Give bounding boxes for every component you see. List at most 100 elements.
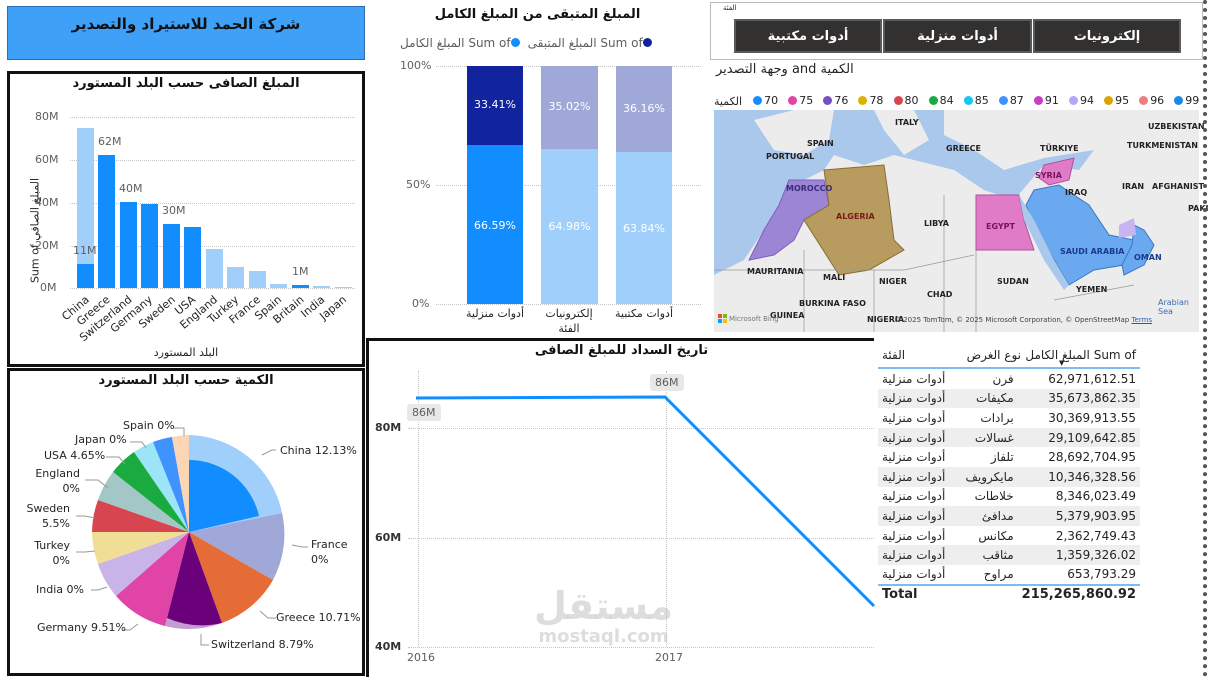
bar-sweden[interactable] [163,224,180,288]
bar-china-total[interactable] [77,128,94,288]
legend-item[interactable]: 96 [1139,94,1164,107]
bar-label-china: 11M [73,244,97,257]
stacked-bar-electronics-full[interactable] [541,149,598,304]
legend-item[interactable]: 87 [998,94,1024,107]
map-country-label: SPAIN [807,139,834,148]
dashboard-title: شركة الحمد للاستيراد والتصدير [71,15,301,33]
table-row[interactable]: 28,692,704.95 تلفاز أدوات منزلية [878,447,1140,467]
stacked-bar-electronics-remaining[interactable] [541,66,598,149]
legend-item[interactable]: 75 [788,94,813,107]
bar-switzerland[interactable] [120,202,137,288]
map-country-label: SUDAN [997,277,1029,286]
legend-item[interactable]: 95 [1104,94,1129,107]
pie-label-china: China 12.13% [280,444,357,457]
ytick: 0% [412,297,430,310]
watermark: مستقل mostaql.com [534,584,673,647]
legend-item[interactable]: 84 [928,94,954,107]
stacked-chart-title: المبلغ المتبقى من المبلغ الكامل [434,7,641,22]
map-country-label: NIGER [879,277,907,286]
stacked-chart-xlabel: الفئة [558,322,580,335]
map-country-label: ITALY [895,118,919,127]
map-canvas[interactable] [714,110,1199,332]
bar-spain[interactable] [270,284,287,288]
ytick: 80M [375,421,402,434]
stacked-bar-home-remaining[interactable] [467,66,523,145]
pie-chart[interactable] [10,371,362,673]
map-country-label: ALGERIA [836,212,875,221]
table-row[interactable]: 10,346,328.56 مايكرويف أدوات منزلية [878,466,1140,487]
legend-item[interactable]: 76 [823,94,848,107]
ytick: 40M [375,640,402,653]
label: 36.16% [623,102,665,115]
map-country-label: BURKINA FASO [799,299,866,308]
matrix-table[interactable]: Sum of المبلغ الكامل ▼ نوع الغرض الفئة 62… [878,343,1140,604]
table-row[interactable]: 62,971,612.51 فرن أدوات منزلية [878,369,1140,389]
label: 66.59% [474,219,516,232]
stacked-bar-home-full[interactable] [467,145,523,304]
table-row[interactable]: 35,673,862.35 مكيفات أدوات منزلية [878,388,1140,409]
pie-label-spain: Spain 0% [123,419,175,432]
bar-chart-panel[interactable]: المبلغ الصافى حسب البلد المستورد Sum of … [7,71,365,367]
microsoft-logo-icon [718,314,727,323]
map-country-label: MOROCCO [786,184,833,193]
bar-germany[interactable] [141,204,158,288]
map-title: الكمية and وجهة التصدير [716,62,854,77]
ytick: 100% [400,59,432,72]
pie-chart-panel[interactable]: الكمية حسب البلد المستورد [7,368,365,676]
legend-item[interactable]: 85 [963,94,989,107]
bar-india[interactable] [313,286,330,288]
table-row[interactable]: 30,369,913.55 برادات أدوات منزلية [878,408,1140,428]
bar-usa[interactable] [184,227,201,288]
legend-item[interactable]: 78 [858,94,883,107]
line-point-label: 86M [407,404,441,421]
map-country-label: SAUDI ARABIA [1060,247,1125,256]
slicer-option-home[interactable]: أدوات منزلية [883,19,1032,53]
line-chart-panel[interactable]: تاريخ السداد للمبلغ الصافى 80M 60M 40M 8… [366,338,877,680]
map-country-label: AFGHANIST [1152,182,1204,191]
table-row[interactable]: 29,109,642.85 غسالات أدوات منزلية [878,427,1140,448]
map-country-label: SYRIA [1035,171,1062,180]
map-visual[interactable]: الكمية and وجهة التصدير الكمية 70 75 76 … [710,60,1209,332]
category-slicer[interactable]: الفئة إلكترونيات أدوات منزلية أدوات مكتب… [710,2,1203,60]
stacked-chart-panel[interactable]: المبلغ المتبقى من المبلغ الكامل Sum of ا… [370,0,705,335]
table-row[interactable]: 1,359,326.02 مثاقب أدوات منزلية [878,545,1140,565]
bar-britain[interactable] [292,285,309,288]
legend-item-full[interactable]: Sum of المبلغ الكامل [400,36,522,50]
xtick: إلكترونيات [545,307,593,320]
map-country-label: EGYPT [986,222,1015,231]
column-header-amount[interactable]: Sum of المبلغ الكامل ▼ [1025,348,1136,367]
table-row[interactable]: 5,379,903.95 مدافئ أدوات منزلية [878,506,1140,526]
line-series[interactable] [369,341,877,680]
legend-item[interactable]: 99 [1174,94,1199,107]
bar-greece[interactable] [98,155,115,288]
bar-france[interactable] [249,271,266,288]
map-country-label: IRAN [1122,182,1145,191]
map-country-label: GUINEA [770,311,805,320]
table-total-row: 215,265,860.92 Total [882,587,1136,603]
bar-england[interactable] [206,249,223,288]
column-header-category[interactable]: الفئة [882,348,906,362]
ytick: 50% [406,178,431,191]
table-row[interactable]: 2,362,749.43 مكانس أدوات منزلية [878,525,1140,546]
label: 35.02% [548,100,591,113]
bar-japan[interactable] [335,287,352,288]
column-header-type[interactable]: نوع الغرض [966,348,1021,362]
stacked-bar-office-remaining[interactable] [616,66,672,152]
table-row[interactable]: 653,793.29 مراوح أدوات منزلية [878,564,1140,585]
legend-item[interactable]: 80 [893,94,919,107]
slicer-option-office[interactable]: أدوات مكتبية [734,19,882,53]
slicer-label: الفئة [723,4,737,12]
slicer-option-electronics[interactable]: إلكترونيات [1033,19,1181,53]
bar-china[interactable] [77,264,94,288]
map-terms-link[interactable]: Terms [1131,316,1153,324]
legend-item-remaining[interactable]: Sum of المبلغ المتبقى [528,36,654,50]
table-row[interactable]: 8,346,023.49 خلاطات أدوات منزلية [878,486,1140,507]
legend-item[interactable]: 94 [1069,94,1094,107]
pie-label-turkey: Turkey 0% [34,539,70,567]
bar-label-switzerland: 40M [119,182,143,195]
bar-turkey[interactable] [227,267,244,288]
legend-item[interactable]: 70 [753,94,778,107]
line-point-label: 86M [650,374,684,391]
stacked-bar-office-full[interactable] [616,152,672,304]
legend-item[interactable]: 91 [1033,94,1059,107]
